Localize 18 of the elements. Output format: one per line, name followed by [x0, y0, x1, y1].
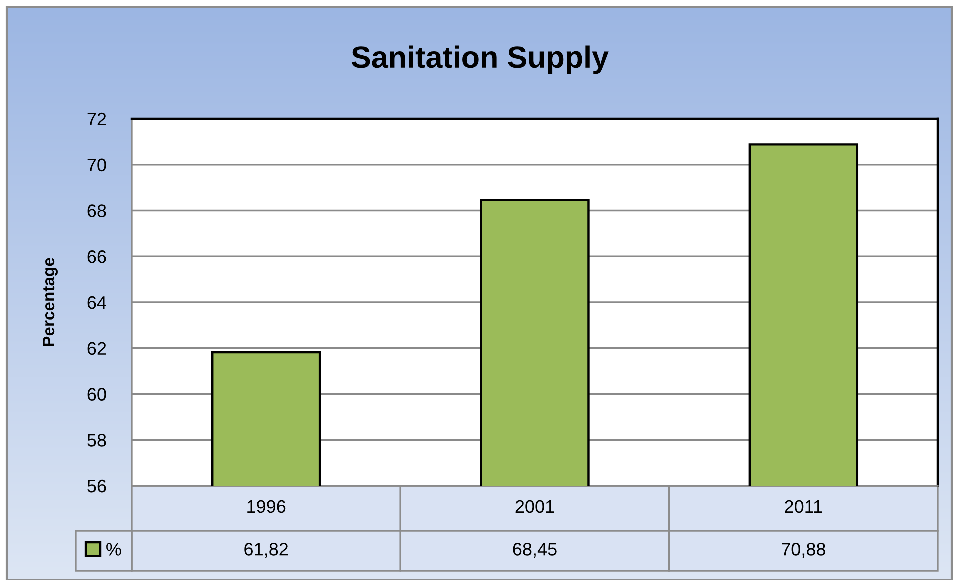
y-axis-title: Percentage: [43, 258, 58, 346]
data-label: 68,45: [513, 543, 557, 558]
y-tick-label: 62: [88, 342, 106, 356]
y-tick-label: 72: [88, 112, 106, 126]
data-label: 70,88: [782, 543, 826, 558]
x-tick-label: 2011: [785, 500, 822, 514]
chart-title: Sanitation Supply: [352, 46, 609, 74]
data-label: 61,82: [244, 543, 288, 558]
legend-label: %: [106, 543, 122, 556]
y-tick-label: 66: [88, 250, 106, 264]
x-tick-label: 1996: [248, 500, 286, 514]
y-tick-label: 68: [88, 204, 106, 218]
y-tick-label: 60: [88, 388, 106, 401]
y-tick-label: 70: [88, 158, 106, 172]
x-tick-label: 2001: [516, 500, 554, 514]
y-tick-label: 58: [88, 434, 106, 447]
y-tick-label: 56: [88, 480, 106, 493]
y-tick-label: 64: [88, 296, 106, 310]
